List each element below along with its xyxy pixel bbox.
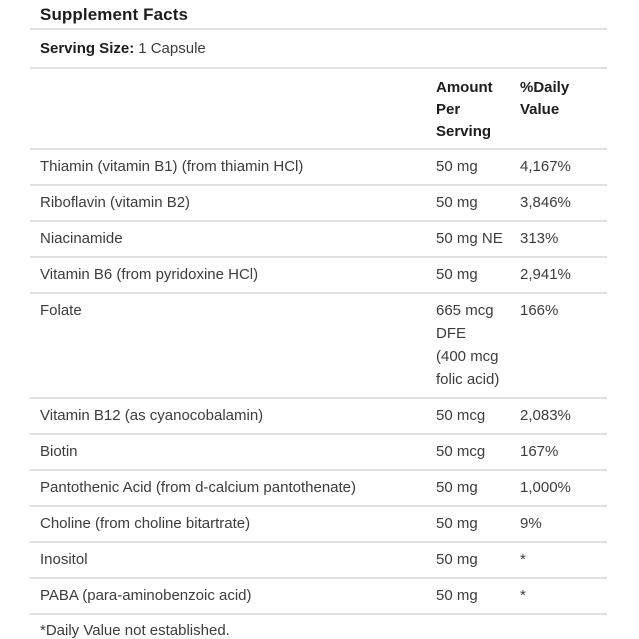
nutrient-name: Biotin — [30, 434, 436, 471]
nutrient-amount: 50 mg — [436, 542, 520, 579]
column-header-nutrient — [30, 69, 436, 150]
nutrient-name: Choline (from choline bitartrate) — [30, 506, 436, 543]
nutrient-daily-value: 167% — [520, 434, 607, 471]
nutrient-daily-value: 2,083% — [520, 398, 607, 435]
table-row: Inositol 50 mg * — [30, 542, 607, 579]
nutrient-daily-value: 313% — [520, 221, 607, 258]
nutrient-daily-value: 2,941% — [520, 257, 607, 294]
table-row: Folate 665 mcg DFE (400 mcg folic acid) … — [30, 293, 607, 399]
nutrient-amount: 50 mcg — [436, 434, 520, 471]
nutrient-amount: 50 mcg — [436, 398, 520, 435]
serving-size-label: Serving Size: — [40, 40, 135, 57]
nutrient-daily-value: 1,000% — [520, 470, 607, 507]
nutrient-daily-value: 4,167% — [520, 149, 607, 186]
table-row: Vitamin B6 (from pyridoxine HCl) 50 mg 2… — [30, 257, 607, 294]
nutrient-table: Amount Per Serving %Daily Value Thiamin … — [30, 69, 607, 615]
table-row: Vitamin B12 (as cyanocobalamin) 50 mcg 2… — [30, 398, 607, 435]
column-header-daily-value: %Daily Value — [520, 69, 607, 150]
supplement-facts-panel: Supplement Facts Serving Size: 1 Capsule … — [30, 0, 607, 639]
panel-title-row: Supplement Facts — [30, 0, 607, 30]
nutrient-name: Thiamin (vitamin B1) (from thiamin HCl) — [30, 149, 436, 186]
table-row: Pantothenic Acid (from d-calcium pantoth… — [30, 470, 607, 507]
table-row: Choline (from choline bitartrate) 50 mg … — [30, 506, 607, 543]
table-row: Niacinamide 50 mg NE 313% — [30, 221, 607, 258]
nutrient-amount: 50 mg — [436, 506, 520, 543]
nutrient-amount: 665 mcg DFE (400 mcg folic acid) — [436, 293, 520, 399]
table-header-row: Amount Per Serving %Daily Value — [30, 69, 607, 150]
nutrient-name: Niacinamide — [30, 221, 436, 258]
nutrient-daily-value: 3,846% — [520, 185, 607, 222]
nutrient-amount: 50 mg — [436, 578, 520, 615]
nutrient-name: Pantothenic Acid (from d-calcium pantoth… — [30, 470, 436, 507]
panel-title: Supplement Facts — [40, 5, 189, 24]
table-row: Riboflavin (vitamin B2) 50 mg 3,846% — [30, 185, 607, 222]
nutrient-daily-value: * — [520, 542, 607, 579]
nutrient-daily-value: * — [520, 578, 607, 615]
column-header-amount-per-serving: Amount Per Serving — [436, 69, 520, 150]
daily-value-footnote: *Daily Value not established. — [40, 622, 230, 639]
table-row: PABA (para-aminobenzoic acid) 50 mg * — [30, 578, 607, 615]
table-row: Biotin 50 mcg 167% — [30, 434, 607, 471]
nutrient-name: Inositol — [30, 542, 436, 579]
nutrient-amount: 50 mg — [436, 257, 520, 294]
nutrient-name: Vitamin B6 (from pyridoxine HCl) — [30, 257, 436, 294]
serving-size-value: 1 Capsule — [138, 40, 206, 57]
nutrient-name: Folate — [30, 293, 436, 399]
table-row: Thiamin (vitamin B1) (from thiamin HCl) … — [30, 149, 607, 186]
nutrient-amount: 50 mg — [436, 149, 520, 186]
nutrient-name: Riboflavin (vitamin B2) — [30, 185, 436, 222]
nutrient-name: Vitamin B12 (as cyanocobalamin) — [30, 398, 436, 435]
nutrient-amount: 50 mg — [436, 470, 520, 507]
nutrient-name: PABA (para-aminobenzoic acid) — [30, 578, 436, 615]
serving-size-row: Serving Size: 1 Capsule — [30, 30, 607, 69]
nutrient-amount: 50 mg NE — [436, 221, 520, 258]
nutrient-daily-value: 166% — [520, 293, 607, 399]
nutrient-amount: 50 mg — [436, 185, 520, 222]
nutrient-daily-value: 9% — [520, 506, 607, 543]
